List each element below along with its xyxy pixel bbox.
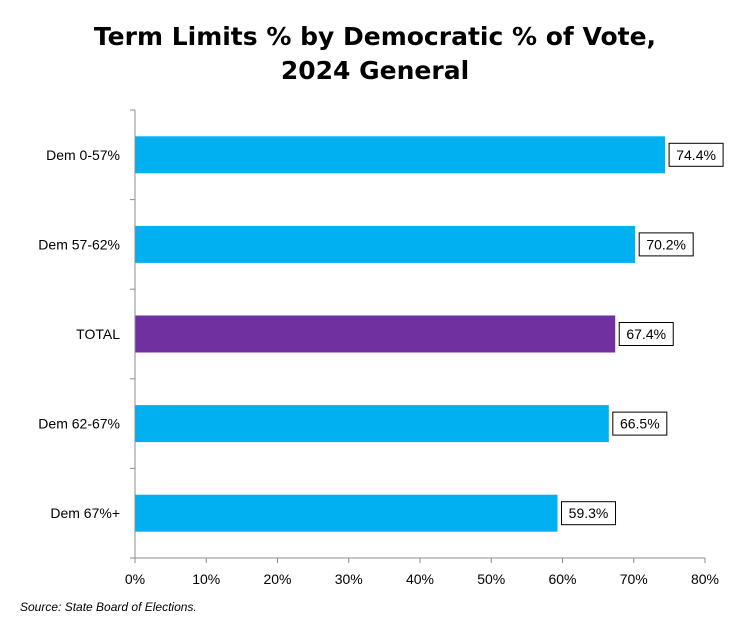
data-label: 70.2% [646,236,686,252]
x-tick-label: 60% [548,571,576,587]
category-label: Dem 62-67% [38,416,120,432]
bars [135,136,666,532]
x-tick-label: 70% [620,571,648,587]
bar [135,405,609,443]
category-label: Dem 0-57% [46,147,120,163]
chart-title-line-2: 2024 General [280,56,470,85]
chart-title: Term Limits % by Democratic % of Vote, 2… [0,20,750,88]
x-tick-label: 20% [263,571,291,587]
category-label: TOTAL [76,326,120,342]
source-note: Source: State Board of Elections. [20,600,197,614]
x-tick-label: 40% [406,571,434,587]
data-label-box [668,142,724,167]
data-label-box [561,501,617,526]
category-label: Dem 57-62% [38,236,120,252]
chart-title-line-1: Term Limits % by Democratic % of Vote, [93,22,657,51]
bar [135,494,558,532]
data-label-box [638,232,694,257]
data-label: 59.3% [569,505,609,521]
data-label: 67.4% [626,326,666,342]
data-labels: Dem 0-57% 74.4% Dem 57-62% 70.2% TOTAL 67.4% D… [38,142,724,526]
bar [135,136,666,174]
x-tick-label: 80% [691,571,719,587]
x-tick-label: 50% [477,571,505,587]
data-label: 74.4% [676,147,716,163]
data-label-box [612,411,668,436]
bar [135,225,636,263]
x-tick-label: 10% [192,571,220,587]
axes: 0% 10% 20% 30% 40% 50% 60% 70% 80% [125,109,719,587]
data-label-box [618,322,674,346]
bar [135,315,616,353]
x-tick-label: 30% [335,571,363,587]
category-label: Dem 67%+ [50,505,120,521]
x-tick-label: 0% [125,571,145,587]
data-label: 66.5% [620,416,660,432]
